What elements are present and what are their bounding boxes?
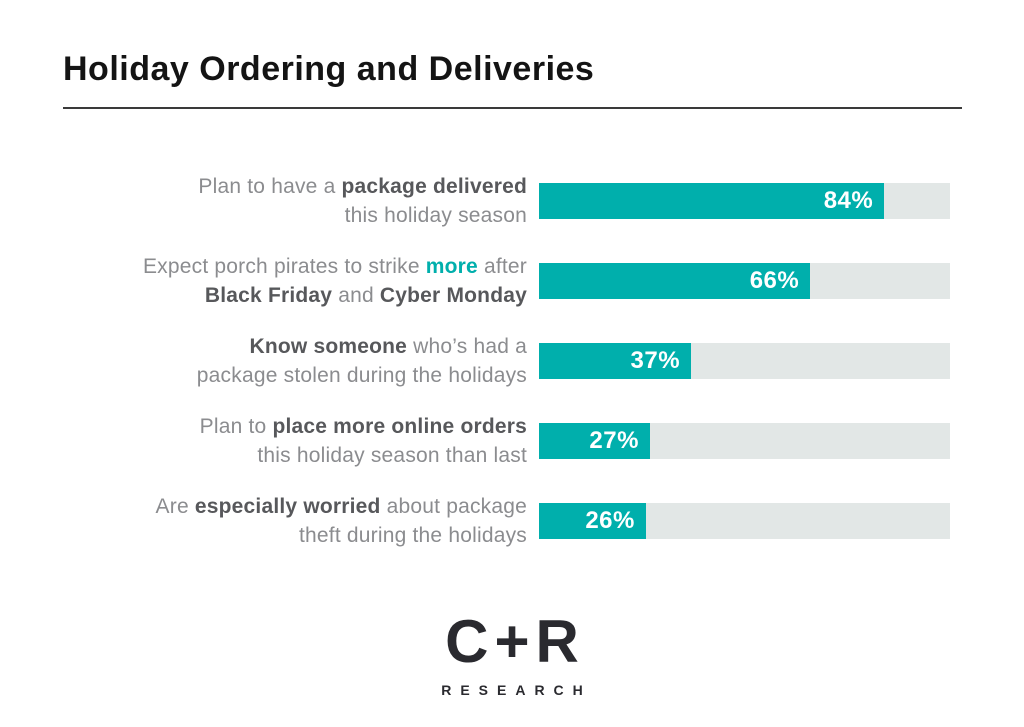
bar-fill: 26%	[539, 503, 646, 539]
chart-row: Expect porch pirates to strike more afte…	[63, 255, 962, 307]
logo-subtext: RESEARCH	[441, 682, 592, 698]
logo-wordmark: C+R	[445, 608, 585, 675]
bar-value-label: 66%	[749, 267, 800, 294]
bar-category-label: Plan to place more online orders this hol…	[199, 415, 527, 467]
bar-fill: 27%	[539, 423, 650, 459]
bar-category-label: Know someone who’s had a package stolen d…	[196, 335, 527, 387]
bar-track: 27%	[539, 423, 950, 459]
bar-value-label: 37%	[630, 347, 681, 374]
bar-value-label: 26%	[585, 507, 635, 534]
bar-track: 26%	[539, 503, 950, 539]
bar-fill: 37%	[539, 343, 692, 379]
chart-rows: Plan to have a package delivered this hol…	[63, 175, 962, 583]
bar-track: 84%	[539, 183, 950, 219]
bar-category-label: Are especially worried about package thef…	[155, 495, 527, 547]
chart-row: Plan to have a package delivered this hol…	[63, 175, 962, 227]
chart-row: Know someone who’s had a package stolen d…	[63, 335, 962, 387]
chart-row: Are especially worried about package thef…	[63, 495, 962, 547]
bar-value-label: 27%	[589, 427, 639, 454]
bar-fill: 84%	[539, 183, 885, 219]
logo: C+R RESEARCH	[0, 608, 1024, 699]
title-divider	[63, 107, 962, 109]
bar-track: 66%	[539, 263, 950, 299]
bar-fill: 66%	[539, 263, 811, 299]
chart-row: Plan to place more online orders this hol…	[63, 415, 962, 467]
bar-category-label: Expect porch pirates to strike more afte…	[142, 255, 527, 307]
bar-value-label: 84%	[823, 187, 874, 214]
bar-category-label: Plan to have a package delivered this hol…	[198, 175, 527, 227]
bar-track: 37%	[539, 343, 950, 379]
page-title: Holiday Ordering and Deliveries	[63, 50, 595, 88]
